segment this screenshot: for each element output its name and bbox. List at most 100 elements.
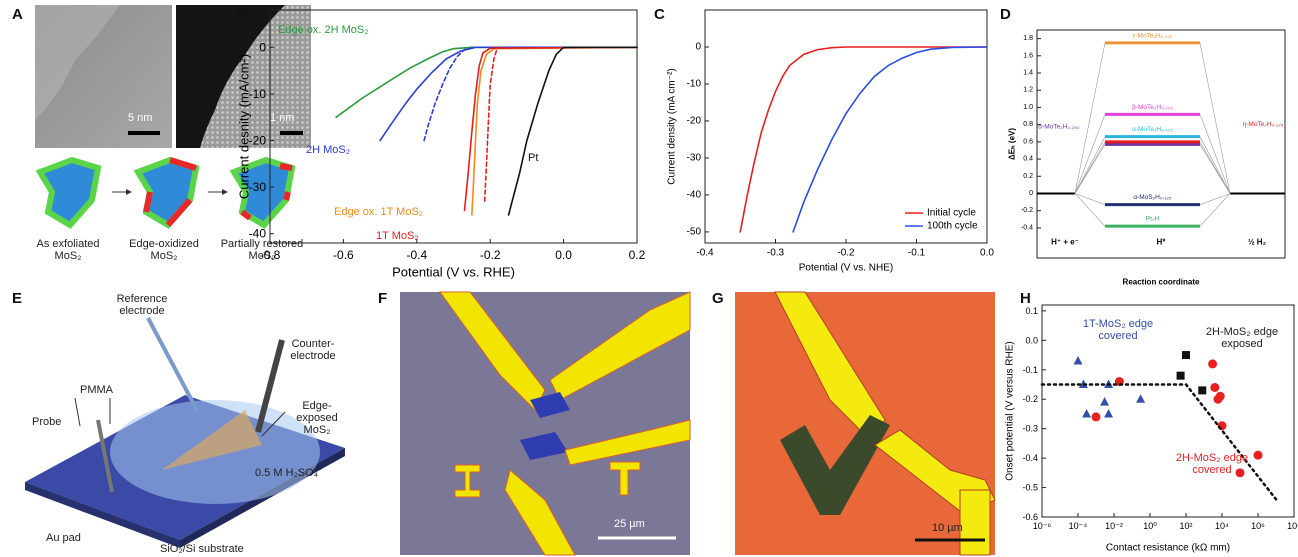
connector — [1199, 193, 1231, 227]
y-tick-label: -30 — [687, 152, 702, 163]
data-line — [507, 46, 638, 216]
level-label: Pt₃H — [1146, 216, 1160, 223]
y-tick-label: 0 — [1029, 190, 1033, 197]
y-tick-label: 0.2 — [1023, 173, 1033, 180]
flake — [133, 156, 200, 229]
optical-image-f — [400, 291, 691, 556]
x-tick-label: 10⁻⁴ — [1069, 521, 1088, 531]
y-axis-label: Current desnity (mA/cm²) — [237, 54, 252, 199]
y-tick-label: -0.4 — [1021, 224, 1033, 231]
x-tick-label: 10² — [1179, 521, 1192, 531]
connector — [1199, 141, 1231, 194]
x-tick-label: 10⁶ — [1251, 521, 1265, 531]
state-label: H* — [1157, 238, 1167, 247]
x-tick-label: 10⁻⁶ — [1033, 521, 1052, 531]
point — [1073, 355, 1083, 365]
x-tick-label: -0.6 — [333, 248, 354, 262]
y-tick-label: 1.8 — [1023, 35, 1033, 42]
connector — [1074, 193, 1106, 227]
connector — [1074, 193, 1106, 205]
y-tick-label: 0.6 — [1023, 138, 1033, 145]
connector — [1199, 114, 1231, 194]
series-label: 1T MoS₂ — [376, 230, 419, 242]
scale-label: 10 µm — [932, 522, 963, 534]
plot-frame — [269, 9, 638, 244]
caption: Edge-oxidized MoS₂ — [129, 238, 199, 262]
y-tick-label: -30 — [249, 180, 267, 194]
schematic — [35, 156, 296, 229]
connector — [1074, 114, 1106, 194]
y-tick-label: -10 — [687, 78, 702, 89]
caption: Partially restored MoS₂ — [220, 238, 304, 262]
schematic-label: Counter-electrode — [290, 338, 336, 362]
arrow-head — [126, 189, 132, 195]
oxidized-edge — [143, 157, 197, 227]
x-axis-label: Potential (V vs. RHE) — [392, 265, 515, 280]
point — [1253, 450, 1263, 460]
panel-label: H — [1020, 290, 1031, 307]
x-tick-label: 10⁰ — [1143, 521, 1157, 531]
schematic-label: Au pad — [46, 532, 81, 544]
y-tick-label: -10 — [249, 87, 267, 101]
point — [1210, 382, 1220, 392]
point — [1104, 408, 1114, 418]
y-tick-label: 1.0 — [1023, 104, 1033, 111]
device-schematic — [25, 317, 345, 548]
schematic-label: Reference electrode — [116, 293, 168, 317]
level-label: β-MoTe₂H₀.₁₂₅ — [1132, 104, 1173, 111]
electrode — [564, 419, 691, 466]
x-tick-label: -0.4 — [406, 248, 427, 262]
point — [1136, 394, 1146, 403]
y-tick-label: 0.1 — [1025, 306, 1038, 316]
series-label: 2H MoS₂ — [306, 144, 350, 156]
y-tick-label: -40 — [249, 227, 267, 241]
mos2-flake — [162, 410, 262, 470]
x-tick-label: -0.2 — [480, 248, 501, 262]
data-line — [423, 46, 477, 142]
x-tick-label: 0.2 — [629, 248, 646, 262]
point — [1100, 397, 1110, 406]
y-tick-label: -0.1 — [1022, 365, 1038, 375]
data-line — [471, 46, 638, 216]
y-tick-label: 1.4 — [1023, 70, 1033, 77]
connector — [1074, 141, 1106, 194]
connector — [1074, 136, 1106, 194]
x-tick-label: -0.8 — [260, 248, 281, 262]
data-line — [483, 46, 499, 202]
tem-region — [35, 5, 120, 120]
y-tick-label: 0.4 — [1023, 156, 1033, 163]
counter-electrode — [255, 339, 285, 433]
flake — [35, 156, 102, 229]
data-line — [335, 46, 638, 118]
connector — [1074, 42, 1106, 194]
y-tick-label: 1.2 — [1023, 87, 1033, 94]
stem-vacuum — [176, 5, 285, 148]
x-tick-label: -0.2 — [837, 248, 855, 259]
series-label: 2H-MoS₂ edge covered — [1175, 452, 1249, 476]
point — [1176, 371, 1185, 380]
series-label: Edge ox. 1T MoS₂ — [334, 206, 423, 218]
scale-label: 5 nm — [128, 112, 153, 124]
x-tick-label: -0.1 — [908, 248, 926, 259]
y-axis-label: ΔEₕ (eV) — [1008, 128, 1017, 160]
state-label: ½ H₂ — [1248, 238, 1267, 247]
data-line — [739, 46, 988, 233]
level-label: α-MoTe₂H₀.₂₅₀ — [1038, 124, 1080, 131]
connector — [1199, 193, 1231, 205]
y-tick-label: -0.2 — [1021, 207, 1033, 214]
x-tick-label: -0.3 — [767, 248, 785, 259]
y-tick-label: 1.6 — [1023, 52, 1033, 59]
y-tick-label: -50 — [687, 226, 702, 237]
arrow-head — [222, 189, 228, 195]
data-line — [463, 46, 638, 212]
flake — [520, 432, 568, 460]
y-tick-label: -20 — [249, 133, 267, 147]
y-tick-label: -0.2 — [1022, 394, 1038, 404]
y-tick-label: -0.4 — [1022, 453, 1038, 463]
x-axis-label: Potential (V vs. NHE) — [799, 263, 893, 274]
connector — [1199, 136, 1231, 194]
substrate-side — [25, 482, 180, 548]
electrode — [504, 469, 576, 556]
